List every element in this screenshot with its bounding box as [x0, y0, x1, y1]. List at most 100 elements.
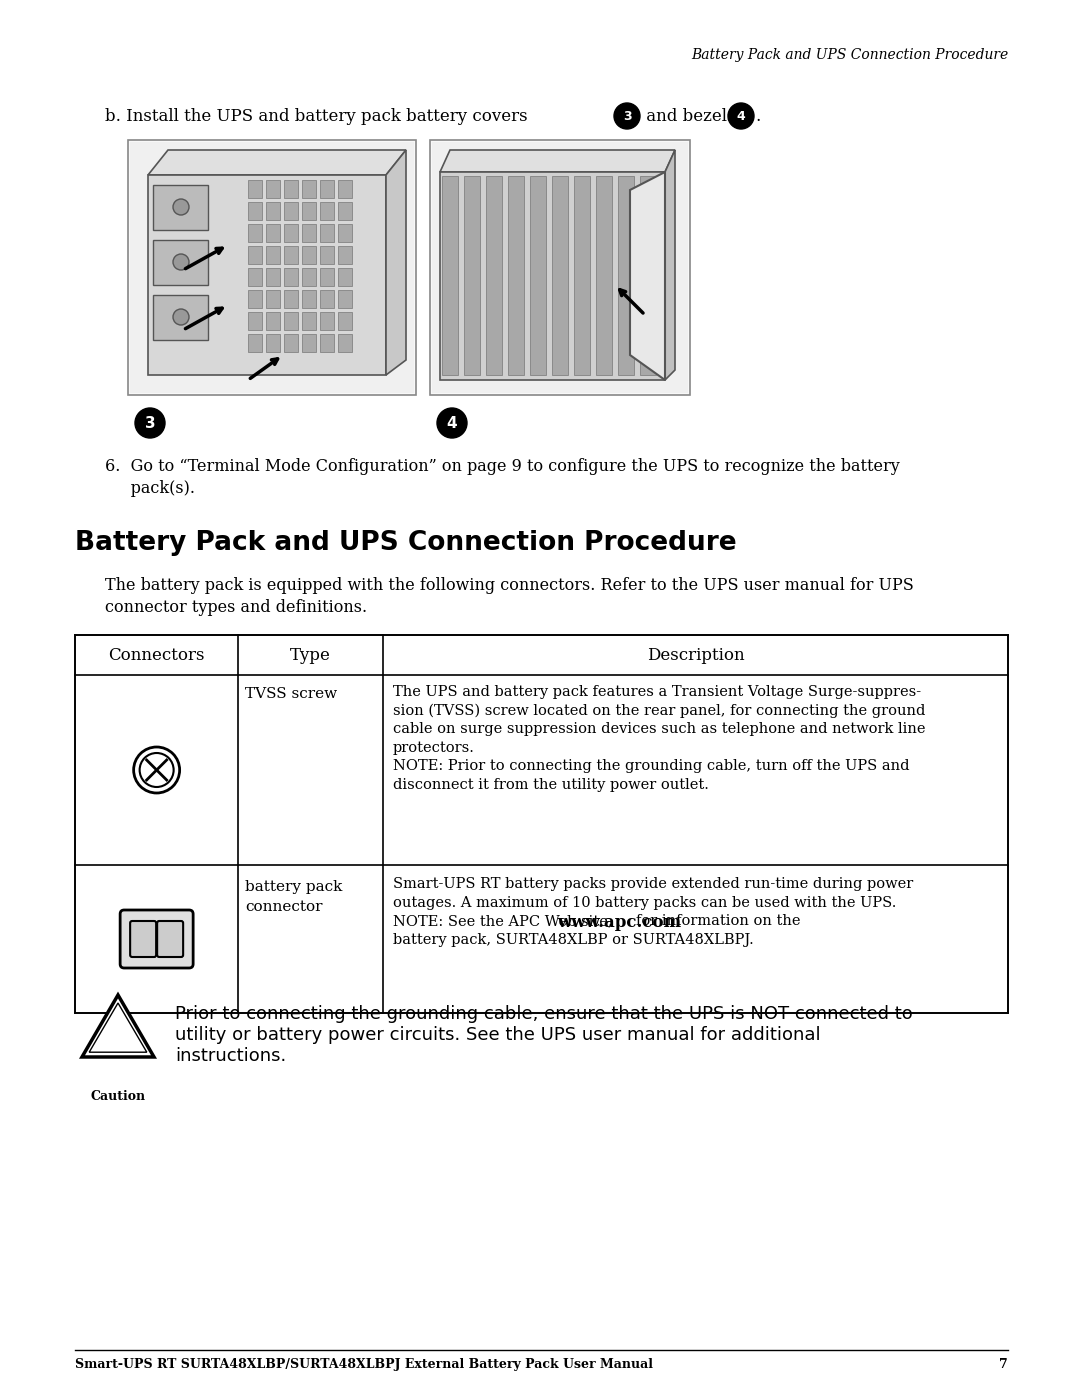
Bar	[284, 223, 298, 242]
Text: Prior to connecting the grounding cable, ensure that the UPS is NOT connected to: Prior to connecting the grounding cable,…	[175, 1005, 913, 1023]
Text: 6.  Go to “Terminal Mode Configuration” on page 9 to configure the UPS to recogn: 6. Go to “Terminal Mode Configuration” o…	[105, 458, 900, 475]
Bar	[248, 290, 262, 308]
Bar	[75, 634, 1008, 1013]
Bar	[284, 290, 298, 308]
Text: 4: 4	[447, 415, 457, 430]
Bar	[284, 335, 298, 353]
Bar	[338, 203, 352, 221]
Bar	[320, 180, 334, 198]
Bar	[284, 246, 298, 264]
Bar	[266, 246, 280, 264]
Bar	[486, 176, 502, 375]
Text: .: .	[755, 108, 760, 125]
FancyBboxPatch shape	[157, 922, 184, 956]
Bar	[320, 335, 334, 353]
Bar	[153, 296, 208, 340]
Bar	[302, 268, 316, 286]
Text: Smart-UPS RT SURTA48XLBP/SURTA48XLBPJ External Battery Pack User Manual: Smart-UPS RT SURTA48XLBP/SURTA48XLBPJ Ex…	[75, 1357, 653, 1371]
Bar	[302, 223, 316, 242]
Polygon shape	[148, 150, 406, 175]
Bar	[153, 240, 208, 285]
Circle shape	[615, 103, 640, 129]
Bar	[338, 223, 352, 242]
Bar	[618, 176, 634, 375]
Text: sion (TVSS) screw located on the rear panel, for connecting the ground: sion (TVSS) screw located on the rear pa…	[393, 704, 926, 718]
Text: cable on surge suppression devices such as telephone and network line: cable on surge suppression devices such …	[393, 722, 926, 736]
Bar	[284, 312, 298, 330]
Circle shape	[135, 408, 165, 439]
Text: TVSS screw: TVSS screw	[245, 687, 337, 701]
Bar	[302, 335, 316, 353]
Text: Caution: Caution	[91, 1090, 146, 1103]
Bar	[552, 176, 568, 375]
Circle shape	[173, 198, 189, 215]
Bar	[338, 246, 352, 264]
Bar	[320, 246, 334, 264]
Bar	[266, 290, 280, 308]
Text: for information on the: for information on the	[636, 915, 800, 929]
Text: connector: connector	[245, 899, 323, 915]
Polygon shape	[630, 172, 665, 380]
Bar	[320, 268, 334, 286]
Text: protectors.: protectors.	[393, 741, 475, 755]
Bar	[338, 290, 352, 308]
Bar	[153, 185, 208, 230]
Text: 3: 3	[623, 110, 632, 122]
Bar	[320, 312, 334, 330]
Bar	[266, 312, 280, 330]
FancyBboxPatch shape	[130, 922, 157, 956]
Bar	[302, 312, 316, 330]
Bar	[596, 176, 612, 375]
Bar	[284, 180, 298, 198]
Bar	[284, 203, 298, 221]
Text: NOTE: See the APC Web site,: NOTE: See the APC Web site,	[393, 915, 617, 929]
Bar	[464, 176, 480, 375]
FancyBboxPatch shape	[120, 911, 193, 967]
Text: 3: 3	[145, 415, 156, 430]
Bar	[248, 203, 262, 221]
Text: battery pack, SURTA48XLBP or SURTA48XLBPJ.: battery pack, SURTA48XLBP or SURTA48XLBP…	[393, 933, 754, 947]
Bar	[320, 290, 334, 308]
Bar	[248, 223, 262, 242]
Text: b. Install the UPS and battery pack battery covers: b. Install the UPS and battery pack batt…	[105, 108, 532, 125]
Text: Description: Description	[647, 647, 744, 663]
Polygon shape	[440, 150, 675, 172]
Bar	[320, 203, 334, 221]
Text: disconnect it from the utility power outlet.: disconnect it from the utility power out…	[393, 777, 708, 791]
Text: pack(s).: pack(s).	[105, 480, 195, 497]
Bar	[338, 335, 352, 353]
Text: outages. A maximum of 10 battery packs can be used with the UPS.: outages. A maximum of 10 battery packs c…	[393, 895, 896, 909]
Text: www.apc.com: www.apc.com	[556, 915, 680, 931]
Bar	[266, 180, 280, 198]
Text: NOTE: Prior to connecting the grounding cable, turn off the UPS and: NOTE: Prior to connecting the grounding …	[393, 759, 909, 773]
Polygon shape	[386, 150, 406, 375]
Bar	[248, 335, 262, 353]
Circle shape	[173, 310, 189, 325]
Circle shape	[134, 747, 179, 793]
Bar	[266, 268, 280, 286]
Bar	[530, 176, 546, 375]
Polygon shape	[665, 150, 675, 380]
Circle shape	[728, 103, 754, 129]
Bar	[442, 176, 458, 375]
Bar	[248, 246, 262, 264]
Text: Connectors: Connectors	[108, 647, 205, 663]
Bar	[302, 203, 316, 221]
Bar	[640, 176, 656, 375]
Bar	[338, 312, 352, 330]
Polygon shape	[440, 172, 665, 380]
Circle shape	[173, 254, 189, 271]
Text: instructions.: instructions.	[175, 1047, 286, 1065]
Bar	[130, 142, 414, 393]
Bar	[248, 180, 262, 198]
Text: The UPS and battery pack features a Transient Voltage Surge-suppres-: The UPS and battery pack features a Tran…	[393, 686, 921, 700]
Bar	[266, 335, 280, 353]
Bar	[266, 223, 280, 242]
Bar	[248, 312, 262, 330]
Text: 4: 4	[737, 110, 745, 122]
Bar	[430, 140, 690, 396]
Text: The battery pack is equipped with the following connectors. Refer to the UPS use: The battery pack is equipped with the fo…	[105, 577, 914, 594]
Text: Battery Pack and UPS Connection Procedure: Battery Pack and UPS Connection Procedur…	[75, 530, 737, 557]
Bar	[248, 268, 262, 286]
Polygon shape	[82, 995, 154, 1058]
